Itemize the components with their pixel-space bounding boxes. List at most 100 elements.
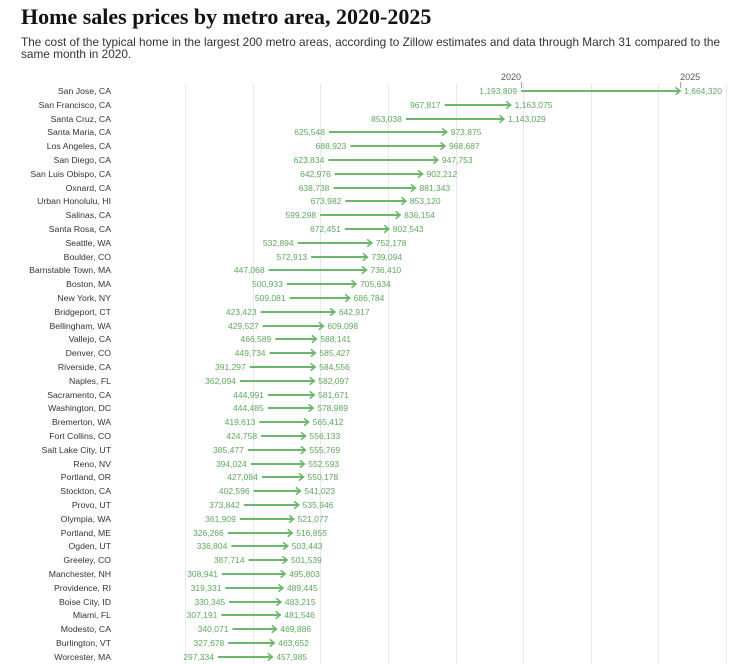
metro-label: Miami, FL [73,610,111,620]
value-label-2025: 736,410 [370,265,401,275]
metro-row: Burlington, VT 327,678 463,652 [56,638,309,648]
value-label-2020: 385,477 [213,445,244,455]
metro-row: Oxnard, CA 638,738 881,343 [66,183,451,193]
metro-label: Reno, NV [73,459,111,469]
arrowhead [275,610,282,620]
metro-label: Bremerton, WA [52,417,111,427]
metro-label: San Jose, CA [58,86,111,96]
metro-row: Portland, OR 427,084 550,178 [61,472,339,482]
value-label-2020: 429,527 [228,321,259,331]
metro-row: Providence, RI 319,331 489,445 [54,583,318,593]
metro-label: Santa Maria, CA [47,127,111,137]
metro-row: San Luis Obispo, CA 642,976 902,212 [30,169,457,179]
metro-row: Bridgeport, CT 423,423 642,917 [55,307,370,317]
metro-row: Los Angeles, CA 688,923 968,687 [47,141,480,151]
value-label-2020: 853,038 [371,114,402,124]
value-label-2025: 578,989 [317,403,348,413]
metro-label: San Francisco, CA [39,100,112,110]
arrowhead [275,597,283,607]
value-label-2025: 469,886 [280,624,311,634]
arrowhead [298,472,305,482]
value-label-2020: 423,423 [226,307,257,317]
metro-row: New York, NY 509,081 686,784 [57,293,384,303]
arrowhead [282,541,289,551]
metro-label: Ogden, UT [69,541,112,551]
value-label-2020: 424,758 [226,431,257,441]
metro-label: Boston, MA [66,279,111,289]
metro-label: Portland, OR [61,472,111,482]
metro-row: Salt Lake City, UT 385,477 555,769 [42,445,341,455]
value-label-2020: 509,081 [255,293,286,303]
value-label-2025: 565,412 [313,417,344,427]
value-label-2020: 532,894 [263,238,294,248]
metro-row: Manchester, NH 308,941 495,803 [49,569,320,579]
value-label-2025: 582,097 [318,376,349,386]
metro-label: San Luis Obispo, CA [30,169,111,179]
metro-row: Boulder, CO 572,913 739,094 [64,252,403,262]
arrowhead [318,321,325,331]
arrowhead [280,569,287,579]
arrowhead [310,362,317,372]
metro-row: Denver, CO 449,734 585,427 [66,348,351,358]
metro-row: Provo, UT 373,842 535,946 [72,500,334,510]
metro-row: Salinas, CA 599,298 836,154 [66,210,436,220]
metro-row: Modesto, CA 340,071 469,886 [61,624,312,634]
value-label-2025: 1,664,320 [684,86,722,96]
metro-row: Barnstable Town, MA 447,068 736,410 [29,265,401,275]
metro-row: Riverside, CA 391,297 584,556 [58,362,350,372]
arrowhead [361,265,368,275]
value-label-2020: 297,334 [183,652,214,662]
arrowhead [410,183,417,193]
arrowhead [311,334,318,344]
arrowhead [309,390,316,400]
value-label-2020: 1,193,809 [479,86,517,96]
metro-label: Boise City, ID [59,597,111,607]
metro-label: Bridgeport, CT [55,307,112,317]
value-label-2020: 330,345 [194,597,225,607]
metro-row: Urban Honolulu, HI 673,982 853,120 [37,196,441,206]
value-label-2020: 672,451 [310,224,341,234]
value-label-2025: 973,875 [451,127,482,137]
arrowhead [300,431,307,441]
value-label-2025: 552,593 [308,459,339,469]
value-label-2025: 584,556 [319,362,350,372]
arrowhead [269,638,276,648]
value-label-2020: 394,024 [216,459,247,469]
metro-label: Seattle, WA [65,238,111,248]
metro-row: Fort Collins, CO 424,758 556,133 [49,431,340,441]
metro-row: Washington, DC 444,485 578,989 [48,403,348,413]
metro-label: Salinas, CA [66,210,112,220]
arrowhead [303,417,310,427]
metro-label: Portland, ME [61,528,111,538]
arrowhead [362,252,369,262]
value-label-2025: 609,098 [327,321,358,331]
metro-row: Boise City, ID 330,345 483,215 [59,597,316,607]
arrowhead [351,279,358,289]
value-label-2025: 550,178 [307,472,338,482]
metro-label: Sacramento, CA [47,390,111,400]
metro-label: Stockton, CA [60,486,111,496]
arrowhead [441,127,449,137]
arrowhead [295,486,302,496]
metro-row: Vallejo, CA 466,589 588,141 [69,334,352,344]
value-label-2020: 688,923 [316,141,347,151]
metro-row: Naples, FL 362,094 582,097 [69,376,349,386]
value-label-2025: 968,687 [449,141,480,151]
metro-row: Santa Rosa, CA 672,451 802,543 [49,224,424,234]
series-label-ticks [521,82,682,88]
value-label-2025: 686,784 [354,293,385,303]
metro-row: Reno, NV 394,024 552,593 [73,459,339,469]
value-label-2025: 521,077 [298,514,329,524]
value-label-2025: 947,753 [442,155,473,165]
value-label-2025: 1,143,029 [508,114,546,124]
value-label-2020: 419,613 [225,417,256,427]
value-label-2020: 572,913 [276,252,307,262]
value-label-2025: 541,023 [304,486,335,496]
value-label-2020: 427,084 [227,472,258,482]
value-label-2020: 327,678 [194,638,225,648]
value-label-2025: 535,946 [303,500,334,510]
metro-label: Burlington, VT [56,638,112,648]
value-label-2025: 483,215 [285,597,316,607]
metro-label: Providence, RI [54,583,111,593]
